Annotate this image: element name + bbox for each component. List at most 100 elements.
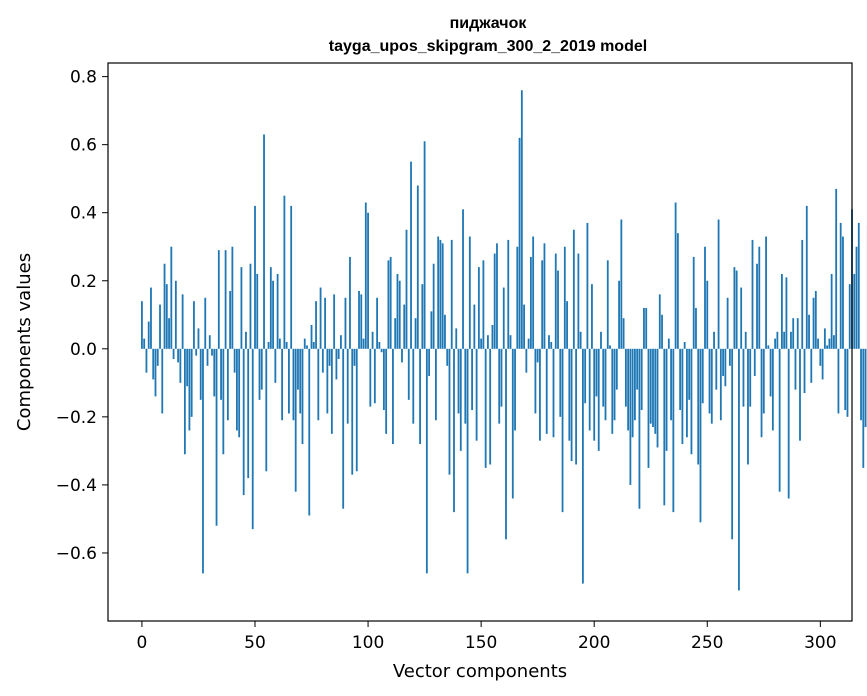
bar-103 xyxy=(373,348,376,404)
bar-231 xyxy=(663,348,666,506)
bar-127 xyxy=(428,348,431,377)
bar-320 xyxy=(864,348,867,428)
bar-266 xyxy=(742,348,745,407)
bar-210 xyxy=(615,348,618,390)
bar-85 xyxy=(333,294,336,349)
bar-212 xyxy=(620,219,623,349)
bar-302 xyxy=(823,328,826,349)
bar-236 xyxy=(674,202,677,349)
bar-149 xyxy=(477,267,480,349)
bar-68 xyxy=(294,348,297,492)
bar-31 xyxy=(211,348,213,356)
bar-291 xyxy=(799,348,801,441)
bar-304 xyxy=(828,338,831,349)
bar-187 xyxy=(563,246,566,349)
bar-298 xyxy=(814,290,817,349)
bar-272 xyxy=(756,263,758,349)
bar-306 xyxy=(833,335,835,349)
bar-25 xyxy=(197,328,200,349)
bar-29 xyxy=(206,348,209,366)
bar-214 xyxy=(624,348,627,407)
bar-315 xyxy=(853,273,856,349)
bar-276 xyxy=(765,236,767,349)
bar-256 xyxy=(719,348,722,421)
bar-317 xyxy=(857,222,860,349)
bar-224 xyxy=(647,348,650,468)
chart-title: пиджачок xyxy=(450,15,528,32)
bar-244 xyxy=(692,256,695,349)
bar-145 xyxy=(468,236,471,349)
bar-183 xyxy=(554,253,557,349)
bar-173 xyxy=(532,236,535,349)
bar-290 xyxy=(796,318,799,349)
bar-20 xyxy=(186,348,189,387)
bar-113 xyxy=(396,273,399,349)
bar-161 xyxy=(505,348,507,540)
bar-179 xyxy=(545,348,548,434)
bar-88 xyxy=(340,335,342,349)
bar-76 xyxy=(312,342,315,349)
bar-251 xyxy=(708,348,711,414)
bar-94 xyxy=(353,348,356,366)
bar-262 xyxy=(733,267,736,349)
bar-30 xyxy=(208,335,211,349)
bar-112 xyxy=(394,318,397,349)
bar-292 xyxy=(801,239,804,349)
bar-131 xyxy=(437,236,440,349)
y-tick-label: 0.6 xyxy=(70,136,97,156)
bar-186 xyxy=(561,348,564,513)
x-tick-label: 200 xyxy=(578,633,610,653)
bar-280 xyxy=(774,338,777,349)
bar-176 xyxy=(539,348,541,441)
bar-260 xyxy=(728,348,731,366)
bar-285 xyxy=(785,277,788,349)
bar-95 xyxy=(355,348,358,472)
y-tick-label: 0.4 xyxy=(70,204,97,224)
bar-54 xyxy=(263,134,265,349)
bar-264 xyxy=(738,348,740,591)
bar-293 xyxy=(803,348,806,394)
bar-109 xyxy=(387,260,390,349)
y-axis-label: Components values xyxy=(14,253,35,431)
bar-227 xyxy=(654,348,657,434)
bar-3 xyxy=(147,321,150,349)
bar-7 xyxy=(156,348,159,366)
bar-222 xyxy=(643,307,645,349)
bar-287 xyxy=(790,331,792,349)
bar-194 xyxy=(579,331,582,349)
bar-283 xyxy=(780,273,783,349)
bar-59 xyxy=(274,348,277,383)
bar-278 xyxy=(769,348,772,397)
bar-162 xyxy=(507,239,510,349)
bar-146 xyxy=(471,348,473,411)
bar-118 xyxy=(407,348,410,400)
bar-44 xyxy=(240,267,243,349)
x-axis-label: Vector components xyxy=(393,661,567,682)
bar-71 xyxy=(301,348,304,445)
bar-168 xyxy=(520,90,523,349)
bar-136 xyxy=(448,348,451,475)
bar-5 xyxy=(152,348,155,380)
bar-117 xyxy=(405,229,408,349)
bar-192 xyxy=(575,348,578,465)
bar-219 xyxy=(636,348,639,390)
x-axis: 0 50 100 150 200 250 300 xyxy=(137,621,837,653)
bar-209 xyxy=(613,348,616,421)
bar-82 xyxy=(326,348,329,414)
bar-51 xyxy=(256,273,259,349)
bar-255 xyxy=(717,219,720,349)
bar-26 xyxy=(199,348,202,400)
bar-92 xyxy=(349,256,351,349)
bar-174 xyxy=(534,348,537,414)
bar-38 xyxy=(226,348,229,421)
bar-70 xyxy=(299,348,302,414)
bar-240 xyxy=(683,342,686,349)
bar-97 xyxy=(360,294,363,349)
bar-159 xyxy=(500,348,503,407)
bar-299 xyxy=(817,338,819,349)
bar-229 xyxy=(658,294,661,349)
bar-279 xyxy=(771,348,774,431)
bar-6 xyxy=(154,348,157,397)
bar-152 xyxy=(484,348,487,468)
bar-170 xyxy=(525,348,528,373)
